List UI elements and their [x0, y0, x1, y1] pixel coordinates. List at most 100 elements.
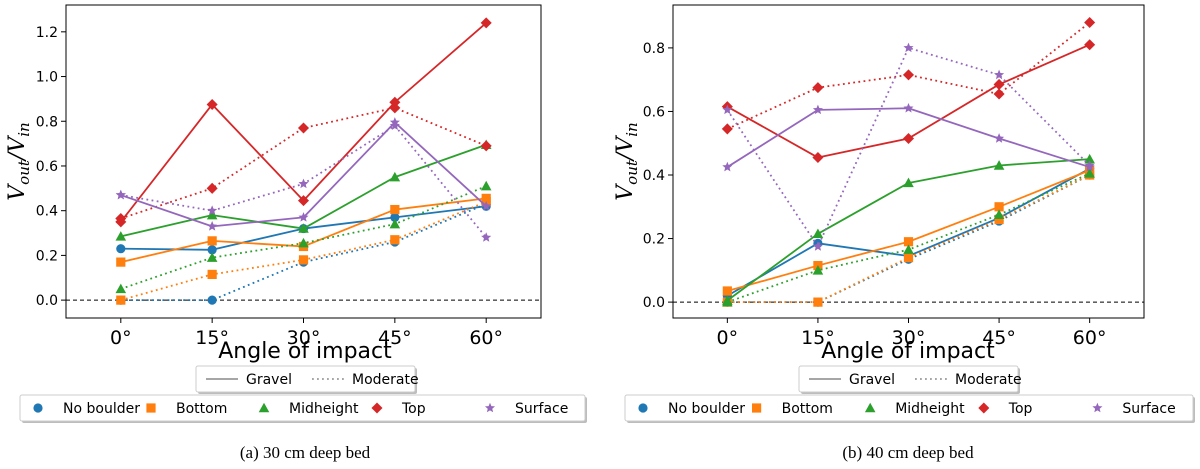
data-point [389, 96, 401, 108]
data-point [994, 214, 1004, 225]
y-tick-label: 0.2 [643, 232, 665, 248]
data-point [115, 189, 126, 200]
data-point [480, 140, 492, 152]
series-line-no-boulder-moderate [727, 174, 1091, 304]
data-point [1084, 168, 1095, 178]
data-point [812, 228, 824, 239]
data-point [116, 257, 126, 267]
data-point [903, 102, 914, 113]
subfigure-caption: (a) 30 cm deep bed [240, 443, 371, 462]
data-point [993, 209, 1005, 219]
legend-label-surface: Surface [1122, 401, 1175, 417]
x-tick-label: 30° [287, 327, 321, 349]
data-point [993, 160, 1005, 170]
legend-marker-surface [1092, 402, 1103, 413]
x-tick-label: 45° [982, 327, 1016, 349]
y-tick-label: 0.0 [643, 295, 665, 311]
data-point [1084, 153, 1095, 164]
data-point [902, 69, 915, 81]
series-line-top-moderate [120, 106, 487, 220]
data-point [206, 98, 218, 111]
data-point [298, 212, 309, 222]
y-axis-label: Vout/Vin [613, 122, 641, 200]
subfigure-caption: (b) 40 cm deep bed [842, 443, 974, 462]
series-line-bottom-gravel [727, 169, 1090, 292]
legend-label-top: Top [401, 401, 426, 417]
data-point [390, 212, 400, 222]
legend-label-no-boulder: No boulder [668, 401, 745, 417]
data-point [206, 252, 218, 262]
y-axis-label: Vout/Vin [5, 122, 33, 200]
series-line-midheight-gravel [120, 143, 487, 238]
legend-label-top: Top [1008, 401, 1033, 417]
data-point [390, 204, 400, 215]
legend-label-no-boulder: No boulder [63, 401, 140, 417]
legend-label-midheight: Midheight [895, 401, 965, 417]
y-tick-label: 0.4 [36, 204, 58, 220]
legend-label-gravel: Gravel [849, 372, 895, 388]
y-tick-label: 0.2 [36, 248, 58, 264]
data-point [298, 237, 309, 248]
legend-marker-midheight [258, 402, 270, 413]
legend-label-surface: Surface [515, 401, 568, 417]
data-point [812, 152, 824, 164]
y-tick-label: 0.6 [36, 159, 58, 175]
y-tick-label: 1.0 [36, 70, 58, 86]
y-tick-label: 0.8 [36, 114, 58, 130]
data-point [115, 283, 127, 294]
data-point [1084, 16, 1096, 28]
legend-marker-top [371, 402, 383, 414]
data-point [116, 244, 126, 254]
series-line-surface-gravel [120, 121, 487, 228]
data-point [903, 253, 914, 263]
data-point [812, 241, 823, 251]
data-point [298, 255, 309, 265]
legend-marker-surface [484, 402, 496, 413]
data-point [812, 104, 823, 115]
y-tick-label: 0.6 [643, 104, 665, 120]
data-point [207, 295, 217, 305]
x-tick-label: 0° [110, 327, 132, 349]
data-point [481, 232, 492, 242]
legend-marker-no-boulder [33, 403, 43, 413]
data-point [389, 218, 401, 229]
data-point [813, 297, 823, 307]
data-point [207, 269, 217, 280]
legend-label-bottom: Bottom [176, 401, 227, 417]
legend-label-gravel: Gravel [246, 372, 292, 388]
series-line-bottom-moderate [727, 174, 1091, 304]
data-point [207, 221, 218, 231]
series-line-surface-moderate [726, 47, 1091, 248]
data-point [812, 265, 824, 275]
data-point [298, 223, 309, 233]
chart-panel-b: 0.0 0.2 0.4 0.6 0.8 0° 15° 30° 45° 60° Angle of im… [613, 4, 1195, 462]
x-axis-label: Angle of impact [821, 339, 995, 364]
legend-marker-no-boulder [638, 403, 648, 413]
legend-marker-midheight [864, 402, 876, 413]
y-tick-label: 0.0 [36, 293, 58, 309]
data-point [206, 182, 218, 194]
x-axis-label: Angle of impact [218, 339, 392, 364]
data-point [994, 69, 1005, 80]
marker-legend [624, 394, 1194, 422]
data-point [115, 231, 127, 241]
data-point [993, 88, 1005, 100]
x-tick-label: 0° [717, 327, 739, 349]
chart-panel-a: 0.0 0.2 0.4 0.6 0.8 1.0 1.2 0° 15° 30° 45° 60° Angle… [5, 4, 587, 462]
data-point [903, 177, 914, 188]
data-point [994, 202, 1004, 212]
y-tick-label: 1.2 [36, 25, 58, 41]
x-tick-label: 45° [378, 327, 412, 349]
data-point [389, 102, 401, 114]
x-tick-label: 60° [469, 327, 503, 349]
data-point [722, 286, 732, 296]
x-tick-label: 15° [195, 327, 229, 349]
series-line-no-boulder-gravel [726, 167, 1091, 297]
plot-frame [65, 4, 542, 319]
legend-label-midheight: Midheight [289, 401, 359, 417]
data-point [722, 161, 733, 172]
legend-label-moderate: Moderate [955, 372, 1022, 388]
data-point [903, 244, 914, 254]
x-tick-label: 60° [1073, 327, 1107, 349]
